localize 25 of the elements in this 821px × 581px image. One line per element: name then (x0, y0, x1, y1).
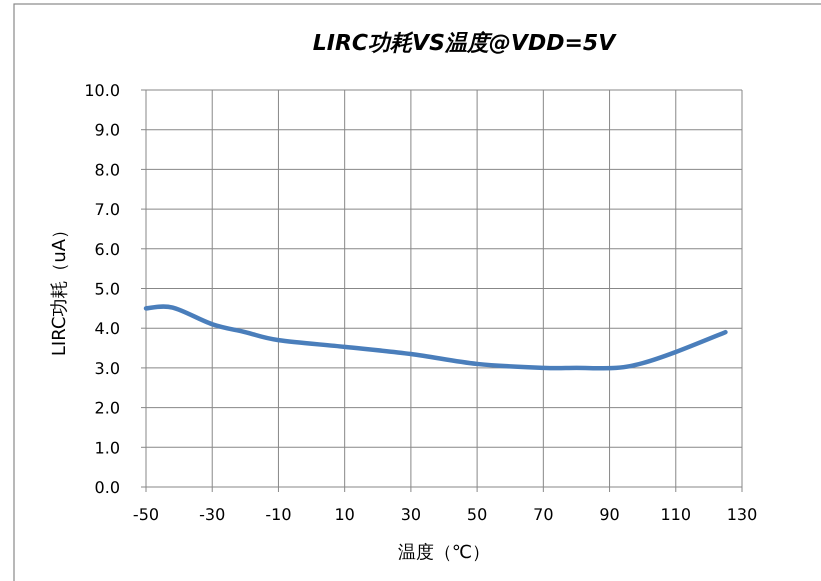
x-tick-label: 110 (660, 505, 692, 524)
y-tick-label: 6.0 (94, 240, 120, 259)
y-tick-label: 5.0 (94, 280, 120, 298)
x-tick-label: -50 (132, 505, 160, 524)
y-tick-label: 2.0 (94, 398, 120, 418)
x-tick-label: 70 (533, 505, 554, 524)
x-tick-label: 30 (400, 505, 422, 524)
y-tick-label: 0.0 (94, 478, 120, 497)
y-tick-label: 1.0 (94, 438, 120, 458)
x-tick-label: 50 (466, 505, 488, 524)
x-tick-label: 130 (726, 505, 758, 524)
x-tick-label: -10 (265, 505, 292, 524)
y-tick-label: 10.0 (84, 81, 120, 100)
chart-title: LIRC功耗VS温度@VDD=5V (312, 30, 618, 56)
y-tick-label: 9.0 (94, 120, 120, 140)
y-tick-label: 4.0 (94, 319, 120, 338)
y-axis-title: LIRC功耗（uA） (49, 220, 70, 356)
y-tick-label: 7.0 (94, 200, 120, 220)
y-tick-label: 8.0 (94, 160, 120, 180)
x-axis-title: 温度（℃） (398, 542, 490, 563)
x-tick-label: 10 (334, 505, 355, 524)
x-tick-label: 90 (599, 505, 620, 524)
y-tick-label: 3.0 (94, 358, 120, 378)
x-tick-label: -30 (199, 505, 226, 524)
line-series (144, 304, 728, 370)
